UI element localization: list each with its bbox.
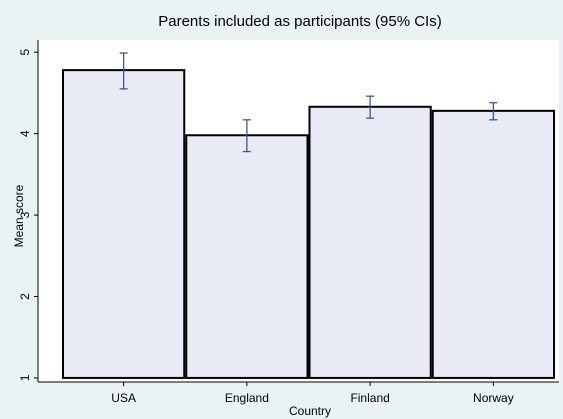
error-bar-usa	[119, 52, 128, 90]
error-bar-finland	[366, 95, 375, 119]
x-axis-title: Country	[289, 404, 331, 418]
y-tick-label: 2	[18, 293, 32, 300]
y-axis-title: Mean score	[12, 184, 26, 247]
x-tick-label-usa: USA	[111, 391, 136, 405]
x-tick-label-finland: Finland	[350, 391, 389, 405]
error-bars-layer	[119, 52, 498, 153]
x-tick-label-england: England	[225, 391, 269, 405]
y-tick-label: 5	[18, 49, 32, 56]
bar-finland	[308, 105, 432, 379]
x-axis: USA England Finland Norway	[38, 381, 559, 405]
bars-layer	[62, 69, 555, 379]
bar-norway	[431, 109, 555, 379]
error-bar-norway	[489, 102, 498, 121]
bar-usa	[62, 69, 186, 379]
x-tick-label-norway: Norway	[473, 391, 514, 405]
y-tick-label: 3	[18, 211, 32, 218]
chart-title: Parents included as participants (95% CI…	[158, 13, 441, 30]
error-bar-england	[242, 119, 251, 153]
y-tick-label: 1	[18, 374, 32, 381]
y-tick-label: 4	[18, 130, 32, 137]
bar-england	[185, 134, 309, 379]
y-axis: 1 2 3 4 5	[18, 40, 39, 382]
